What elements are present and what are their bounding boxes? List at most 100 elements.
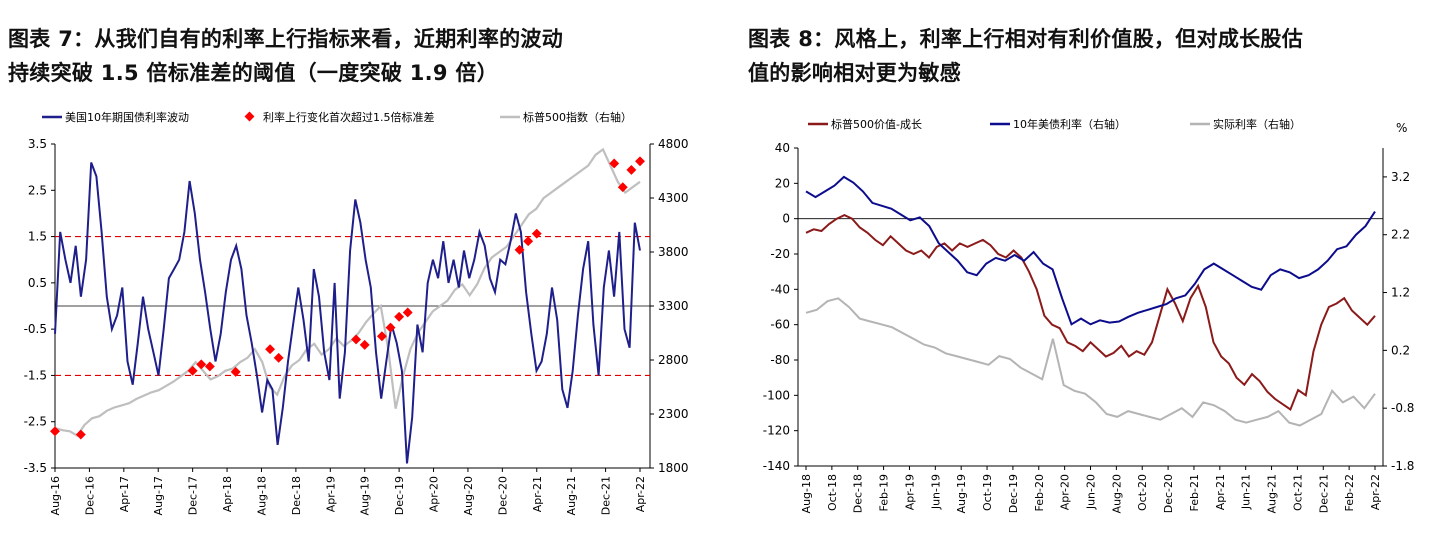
y-right-tick-label: -0.8 xyxy=(1391,401,1414,415)
x-tick-label: Apr-21 xyxy=(1214,474,1227,510)
x-tick-label: Dec-19 xyxy=(393,476,406,515)
y-left-tick-label: 2.5 xyxy=(28,183,47,197)
chart-panel-left: 图表 7：从我们自有的利率上行指标来看，近期利率的波动 持续突破 1.5 倍标准… xyxy=(8,22,689,515)
chart-title-left-line2: 持续突破 1.5 倍标准差的阈值（一度突破 1.9 倍） xyxy=(8,61,499,85)
x-tick-label: Dec-17 xyxy=(187,476,200,515)
signal-marker xyxy=(394,311,405,322)
legend-label-left-2: 标普500指数（右轴） xyxy=(523,110,632,124)
y-left-tick-label: 0.5 xyxy=(28,276,47,290)
x-tick-label: Feb-19 xyxy=(878,474,891,511)
x-tick-label: Feb-21 xyxy=(1188,474,1201,511)
series-value-minus-growth-line xyxy=(805,213,1376,412)
y-right-tick-label: 4800 xyxy=(658,137,689,151)
y-left-tick-label: -120 xyxy=(763,424,790,438)
signal-marker xyxy=(617,182,628,193)
x-tick-label: Apr-19 xyxy=(324,476,337,512)
x-tick-label: Feb-20 xyxy=(1033,474,1046,511)
legend-label-left-1: 利率上行变化首次超过1.5倍标准差 xyxy=(263,110,435,124)
signal-marker xyxy=(523,236,534,247)
signal-marker xyxy=(273,352,284,363)
x-tick-label: Apr-19 xyxy=(903,474,916,510)
series-rate-volatility-line xyxy=(54,162,641,464)
x-tick-label: Dec-18 xyxy=(852,474,865,513)
y-left-tick-label: -3.5 xyxy=(24,461,47,475)
x-tick-label: Dec-18 xyxy=(290,476,303,515)
series-sp500-line xyxy=(54,147,641,438)
x-tick-label: Aug-21 xyxy=(1266,474,1279,513)
x-tick-label: Aug-19 xyxy=(955,474,968,513)
x-tick-label: Jun-21 xyxy=(1240,474,1253,510)
x-tick-label: Aug-17 xyxy=(152,476,165,515)
x-tick-label: Aug-19 xyxy=(359,476,372,515)
x-tick-label: Jun-20 xyxy=(1085,474,1098,510)
chart-panel-right: 图表 8：风格上，利率上行相对有利价值股，但对成长股估 值的影响相对更为敏感 标… xyxy=(728,0,1456,540)
x-tick-label: Aug-20 xyxy=(1110,474,1123,513)
signal-marker xyxy=(402,307,413,318)
y-right-tick-label: 3.2 xyxy=(1391,170,1410,184)
x-tick-label: Aug-20 xyxy=(462,476,475,515)
chart-left-svg: 美国10年期国债利率波动 利率上行变化首次超过1.5倍标准差 标普500指数（右轴）… xyxy=(24,110,689,515)
x-tick-label: Aug-18 xyxy=(255,476,268,515)
x-tick-label: Oct-21 xyxy=(1291,474,1304,511)
y-left-tick-label: 1.5 xyxy=(28,230,47,244)
signal-marker xyxy=(50,426,60,437)
x-tick-label: Apr-21 xyxy=(531,476,544,512)
y-right-tick-label: 0.2 xyxy=(1391,343,1410,357)
chart-title-left: 图表 7：从我们自有的利率上行指标来看，近期利率的波动 持续突破 1.5 倍标准… xyxy=(8,22,563,90)
x-tick-label: Dec-20 xyxy=(1162,474,1175,513)
x-tick-label: Apr-22 xyxy=(634,476,647,512)
chart-right-svg: 标普500价值-成长 10年美债利率（右轴） 实际利率（右轴） % 40 20 0 -20 -4… xyxy=(763,117,1415,513)
signal-marker xyxy=(196,359,207,370)
y-left-tick-label: 40 xyxy=(775,141,790,155)
y-left-tick-label: 3.5 xyxy=(28,137,47,151)
x-tick-label: Apr-20 xyxy=(1059,474,1072,510)
signal-marker xyxy=(230,366,241,377)
chart-title-left-line1: 图表 7：从我们自有的利率上行指标来看，近期利率的波动 xyxy=(8,27,564,51)
x-tick-label: Oct-19 xyxy=(981,474,994,511)
x-tick-label: Aug-21 xyxy=(565,476,578,515)
signal-marker xyxy=(351,334,362,345)
series-real-rate-line xyxy=(805,297,1376,427)
x-tick-label: Apr-22 xyxy=(1369,474,1382,510)
legend-label-right-1: 10年美债利率（右轴） xyxy=(1013,117,1126,131)
x-tick-label: Aug-16 xyxy=(49,476,62,515)
y-left-tick-label: 20 xyxy=(775,176,790,190)
y-left-tick-label: -20 xyxy=(770,247,790,261)
y-right-tick-label: 2300 xyxy=(658,407,689,421)
y-left-tick-label: -80 xyxy=(770,353,790,367)
x-tick-label: Apr-20 xyxy=(428,476,441,512)
legend-label-left-0: 美国10年期国债利率波动 xyxy=(65,110,189,124)
x-tick-label: Jun-19 xyxy=(929,474,942,510)
legend-label-right-2: 实际利率（右轴） xyxy=(1213,117,1301,131)
x-tick-label: Oct-20 xyxy=(1136,474,1149,511)
x-tick-label: Aug-18 xyxy=(800,474,813,513)
signal-marker xyxy=(514,244,525,255)
y-left-tick-label: -2.5 xyxy=(24,415,47,429)
signal-marker xyxy=(265,344,276,355)
x-tick-label: Apr-17 xyxy=(118,476,131,512)
y-left-tick-label: -100 xyxy=(763,388,790,402)
legend-swatch-left-1 xyxy=(244,111,255,122)
chart-title-right-line1: 图表 8：风格上，利率上行相对有利价值股，但对成长股估 xyxy=(748,27,1304,51)
x-tick-label: Oct-18 xyxy=(826,474,839,511)
chart-title-right-line2: 值的影响相对更为敏感 xyxy=(748,61,961,85)
chart-title-right: 图表 8：风格上，利率上行相对有利价值股，但对成长股估 值的影响相对更为敏感 xyxy=(748,22,1303,90)
y-right-tick-label: 1800 xyxy=(658,461,689,475)
x-tick-label: Dec-20 xyxy=(496,476,509,515)
signal-marker xyxy=(75,429,86,440)
y-right-tick-label: 3300 xyxy=(658,299,689,313)
y-right-tick-label: 3800 xyxy=(658,245,689,259)
signal-marker xyxy=(635,156,645,167)
signal-marker xyxy=(626,164,637,175)
y-right-tick-label: 2.2 xyxy=(1391,228,1410,242)
x-tick-label: Dec-16 xyxy=(83,476,96,515)
signal-marker xyxy=(359,339,370,350)
y-left-tick-label: -60 xyxy=(770,318,790,332)
signal-marker xyxy=(204,361,215,372)
x-tick-label: Apr-18 xyxy=(221,476,234,512)
legend-label-right-0: 标普500价值-成长 xyxy=(831,117,922,131)
y-right-tick-label: 1.2 xyxy=(1391,286,1410,300)
y-left-tick-label: 0 xyxy=(782,212,790,226)
unit-label: % xyxy=(1396,121,1407,135)
y-left-tick-label: -40 xyxy=(770,282,790,296)
